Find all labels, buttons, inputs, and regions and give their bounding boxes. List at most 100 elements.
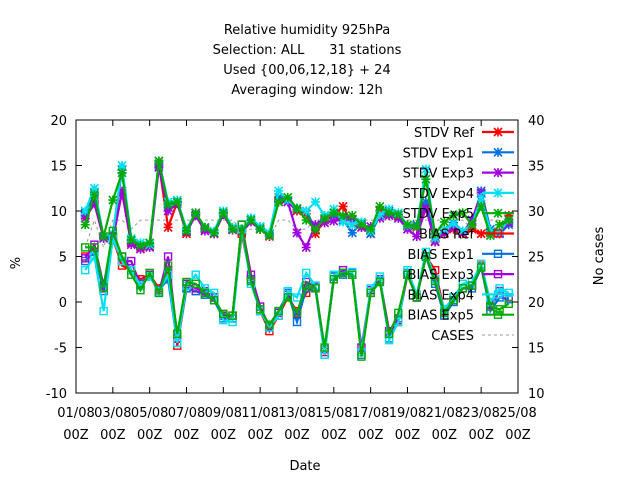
data-point — [329, 216, 339, 226]
data-point — [99, 231, 109, 242]
data-point — [347, 228, 357, 238]
data-point — [493, 310, 503, 319]
y-tick-label: 20 — [50, 114, 67, 129]
data-point — [458, 208, 468, 218]
data-point — [292, 317, 302, 327]
data-point — [393, 210, 403, 220]
legend-label: CASES — [431, 329, 474, 344]
data-point — [191, 208, 201, 218]
data-point — [136, 285, 145, 295]
data-point — [154, 156, 164, 166]
data-point — [458, 284, 467, 293]
x-tick-time: 00Z — [468, 428, 494, 443]
data-point — [80, 220, 90, 230]
data-point — [99, 283, 108, 292]
y2-axis-label: No cases — [592, 227, 607, 286]
data-point — [117, 168, 127, 178]
data-point — [448, 210, 459, 221]
data-point — [182, 277, 191, 287]
data-point — [403, 270, 412, 279]
data-point — [200, 288, 210, 298]
data-point — [476, 188, 486, 198]
legend-label: BIAS Exp5 — [408, 309, 474, 324]
data-point — [301, 215, 311, 225]
data-point — [274, 197, 284, 207]
data-point — [467, 215, 477, 225]
data-point — [181, 226, 192, 236]
data-point — [394, 308, 403, 318]
data-point — [173, 338, 182, 348]
data-point — [485, 231, 495, 241]
data-point — [504, 215, 514, 225]
data-point — [292, 228, 302, 238]
y-tick-label: 10 — [50, 205, 67, 220]
legend-label: STDV Exp4 — [403, 187, 474, 202]
data-point — [495, 220, 505, 230]
legend-label: BIAS Ref — [419, 228, 474, 243]
data-point — [493, 249, 503, 259]
y2-tick-label: 35 — [528, 160, 545, 175]
x-axis-label: Date — [289, 459, 320, 474]
data-point — [467, 281, 477, 290]
data-point — [81, 265, 90, 275]
x-tick-date: 23/08 — [462, 406, 499, 421]
data-point — [255, 305, 265, 314]
data-point — [476, 229, 486, 239]
x-tick-time: 00Z — [174, 428, 200, 443]
data-point — [338, 210, 348, 221]
data-point — [338, 217, 348, 227]
data-point — [421, 164, 431, 174]
data-point — [421, 203, 431, 213]
data-point — [338, 201, 348, 212]
y2-tick-label: 10 — [528, 387, 545, 402]
data-point — [219, 309, 228, 319]
data-point — [283, 192, 293, 202]
data-point — [154, 288, 164, 298]
data-point — [375, 201, 385, 212]
x-tick-date: 15/08 — [315, 406, 352, 421]
data-point — [274, 192, 284, 202]
data-point — [348, 270, 357, 279]
data-point — [301, 242, 311, 252]
data-point — [127, 256, 136, 266]
legend-label: BIAS Exp1 — [408, 248, 474, 263]
data-point — [135, 241, 146, 251]
x-tick-date: 19/08 — [389, 406, 426, 421]
data-point — [90, 243, 99, 252]
data-point — [90, 252, 99, 261]
data-point — [163, 222, 173, 232]
x-tick-date: 11/08 — [241, 406, 278, 421]
title-line-4: Averaging window: 12h — [231, 83, 383, 98]
data-point — [311, 284, 320, 293]
data-point — [504, 210, 514, 221]
data-point — [485, 226, 495, 236]
data-point — [467, 220, 477, 230]
x-tick-date: 09/08 — [205, 406, 242, 421]
x-tick-date: 01/08 — [57, 406, 94, 421]
data-point — [320, 218, 330, 228]
title-line-2: Selection: ALL 31 stations — [213, 43, 402, 58]
x-tick-date: 07/08 — [168, 406, 205, 421]
data-point — [310, 224, 320, 234]
data-point — [310, 229, 320, 239]
legend-marker — [493, 208, 503, 218]
data-point — [80, 213, 90, 223]
y2-axis-ticks: 10 15 20 25 30 35 40 — [512, 114, 545, 402]
legend-label: STDV Ref — [414, 126, 474, 141]
data-point — [81, 243, 90, 252]
data-point — [274, 186, 284, 196]
legend-label: STDV Exp5 — [403, 207, 474, 222]
data-point — [493, 269, 503, 279]
data-point — [163, 206, 173, 216]
data-point — [493, 147, 503, 157]
data-point — [421, 174, 431, 184]
legend-label: BIAS Exp4 — [408, 288, 474, 303]
data-point — [172, 197, 182, 207]
data-point — [117, 160, 127, 171]
y-tick-label: 0 — [59, 296, 67, 311]
title-line-3: Used {00,06,12,18} + 24 — [223, 63, 390, 78]
data-point — [117, 186, 127, 196]
y-tick-label: 5 — [59, 251, 67, 266]
x-tick-time: 00Z — [100, 428, 126, 443]
data-point — [493, 127, 503, 137]
